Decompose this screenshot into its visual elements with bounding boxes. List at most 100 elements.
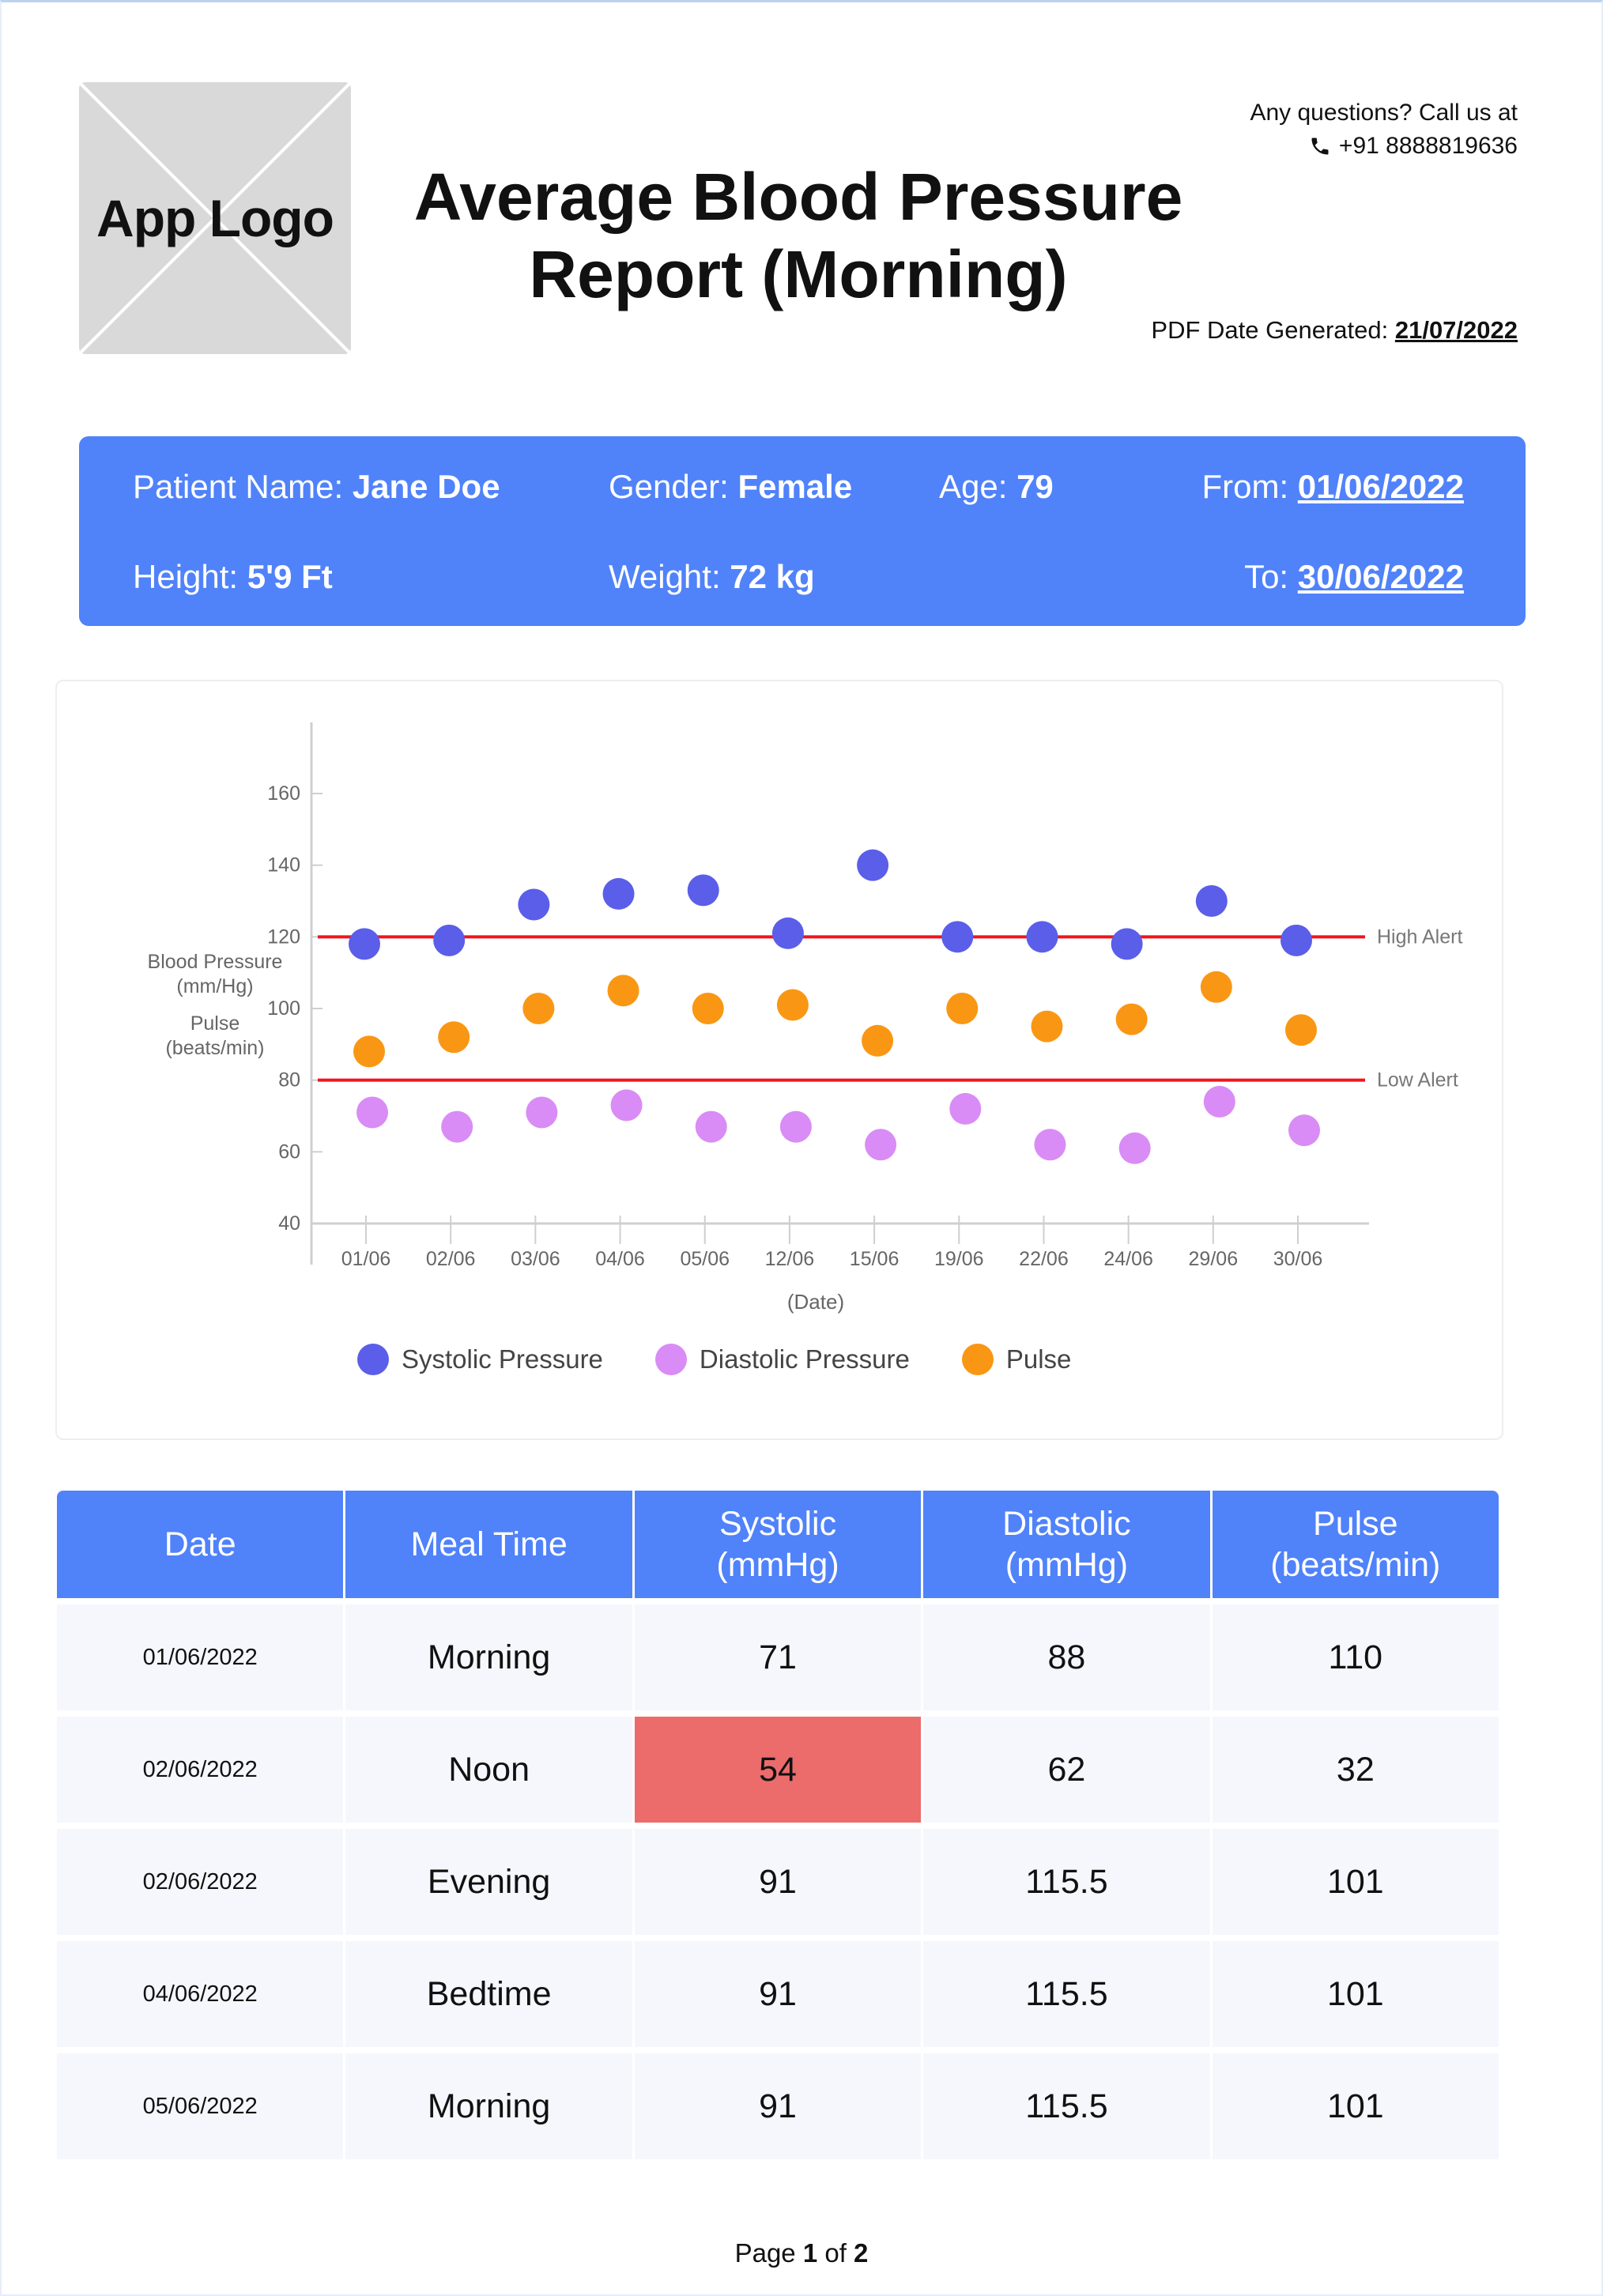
page-of: of <box>817 2238 854 2268</box>
data-point-pulse <box>1285 1014 1317 1046</box>
table-cell-diastolic: 115.5 <box>923 1829 1213 1935</box>
page-total: 2 <box>854 2238 869 2268</box>
chart-canvas: 40 60 80 100 120 140 160 01/06 02/06 03/06 04/06 05… <box>267 722 1462 1314</box>
pdf-date-label: PDF Date Generated: <box>1151 316 1395 344</box>
patient-gender: Gender: Female <box>609 468 852 506</box>
x-tick-label: 29/06 <box>1189 1248 1239 1270</box>
logo-placeholder-icon <box>79 82 351 354</box>
patient-weight-label: Weight: <box>609 558 730 595</box>
table-cell-meal: Bedtime <box>345 1941 635 2047</box>
data-point-pulse <box>1115 1003 1148 1035</box>
chart-y-axis-label: Blood Pressure (mm/Hg) Pulse (beats/min) <box>81 950 349 1061</box>
y-tick-label: 80 <box>278 1069 300 1091</box>
page-current: 1 <box>802 2238 818 2268</box>
data-point-systolic-pressure <box>433 924 466 956</box>
legend-item-diastolic: Diastolic Pressure <box>654 1344 910 1375</box>
table-cell-systolic: 71 <box>635 1604 924 1710</box>
table-header-line: Pulse <box>1313 1505 1398 1543</box>
y-tick-label: 120 <box>267 926 300 948</box>
title-line-2: Report (Morning) <box>529 237 1068 311</box>
table-header-cell: Pulse (beats/min) <box>1213 1491 1499 1598</box>
table-header-text: Pulse (beats/min) <box>1270 1503 1440 1585</box>
legend-dot-diastolic <box>654 1344 687 1375</box>
app-logo: App Logo <box>79 82 351 354</box>
contact-phone-number[interactable]: +91 8888819636 <box>1338 133 1518 159</box>
data-point-pulse <box>862 1024 894 1057</box>
legend-label-systolic: Systolic Pressure <box>402 1344 603 1374</box>
table-cell-pulse: 110 <box>1328 1638 1383 1676</box>
readings-table: Date Meal Time Systolic (mmHg) Diastolic (mmH… <box>57 1491 1499 2159</box>
table-header-line: Meal Time <box>410 1525 568 1563</box>
patient-age-value: 79 <box>1016 468 1054 505</box>
table-header-line: Diastolic <box>1002 1505 1131 1543</box>
blood-pressure-chart: 40 60 80 100 120 140 160 01/06 02/06 03/06 04/06 05… <box>55 680 1503 1440</box>
x-tick-label: 24/06 <box>1103 1248 1153 1270</box>
table-header-line: (beats/min) <box>1270 1546 1441 1584</box>
contact-phone-row: +91 8888819636 <box>1250 130 1518 163</box>
patient-info-band: Patient Name: Jane Doe Gender: Female Ag… <box>79 436 1526 626</box>
title-line-1: Average Blood Pressure <box>413 160 1183 234</box>
table-cell-pulse: 101 <box>1326 1974 1384 2013</box>
data-point-diastolic-pressure <box>526 1096 558 1129</box>
data-point-systolic-pressure <box>518 888 550 921</box>
patient-height-value: 5'9 Ft <box>247 558 333 595</box>
table-cell-diastolic: 62 <box>923 1717 1213 1823</box>
contact-line: Any questions? Call us at <box>1250 100 1518 126</box>
data-point-diastolic-pressure <box>949 1092 982 1125</box>
pdf-date-value: 21/07/2022 <box>1394 316 1518 344</box>
legend-label-diastolic: Diastolic Pressure <box>699 1344 910 1374</box>
patient-weight-value: 72 kg <box>730 558 815 595</box>
data-point-pulse <box>353 1035 385 1068</box>
table-cell-date: 04/06/2022 <box>57 1941 346 2047</box>
table-header-cell: Meal Time <box>345 1491 635 1598</box>
data-point-systolic-pressure <box>349 928 380 960</box>
data-point-diastolic-pressure <box>610 1089 643 1122</box>
y-tick-label: 40 <box>278 1212 300 1235</box>
table-row: 02/06/2022 Evening 91 115.5 101 <box>57 1829 1499 1935</box>
table-cell-pulse: 101 <box>1326 2087 1384 2125</box>
table-header-row: Date Meal Time Systolic (mmHg) Diastolic (mmH… <box>57 1491 1499 1598</box>
table-cell-date: 05/06/2022 <box>57 2053 346 2159</box>
data-point-pulse <box>692 993 724 1024</box>
table-header-text: Diastolic (mmHg) <box>1002 1503 1131 1585</box>
logo-text: App Logo <box>96 189 334 247</box>
table-cell-systolic: 91 <box>635 1829 924 1935</box>
data-point-systolic-pressure <box>1281 924 1312 956</box>
x-tick-label: 03/06 <box>511 1248 560 1270</box>
x-axis-label: (Date) <box>787 1290 844 1314</box>
y-label-line: (beats/min) <box>165 1037 265 1059</box>
table-header-text: Systolic (mmHg) <box>716 1503 839 1585</box>
table-row: 05/06/2022 Morning 91 115.5 101 <box>57 2053 1499 2159</box>
patient-age: Age: 79 <box>939 468 1054 506</box>
data-point-systolic-pressure <box>602 877 635 910</box>
table-cell-diastolic: 115.5 <box>923 2053 1213 2159</box>
data-point-systolic-pressure <box>941 921 974 953</box>
patient-name-value: Jane Doe <box>352 468 500 505</box>
x-tick-label: 05/06 <box>680 1248 730 1270</box>
legend-dot-systolic <box>357 1344 389 1375</box>
data-point-pulse <box>522 993 555 1024</box>
to-label: To: <box>1244 558 1298 595</box>
x-tick-label: 04/06 <box>595 1248 645 1270</box>
data-point-pulse <box>946 993 979 1024</box>
x-tick-label: 01/06 <box>341 1248 391 1270</box>
x-tick-label: 02/06 <box>426 1248 476 1270</box>
table-header-cell: Systolic (mmHg) <box>635 1491 924 1598</box>
data-point-diastolic-pressure <box>441 1110 473 1143</box>
data-point-diastolic-pressure <box>1034 1129 1066 1161</box>
data-point-systolic-pressure <box>1026 921 1058 953</box>
legend-item-pulse: Pulse <box>961 1344 1071 1375</box>
table-header-cell: Diastolic (mmHg) <box>923 1491 1213 1598</box>
table-cell-meal: Evening <box>345 1829 635 1935</box>
y-label-line: Pulse <box>190 1012 240 1035</box>
y-tick-label: 160 <box>267 782 300 805</box>
from-label: From: <box>1201 468 1298 505</box>
x-tick-label: 12/06 <box>765 1248 815 1270</box>
pdf-date-generated: PDF Date Generated: 21/07/2022 <box>1151 316 1518 345</box>
patient-height-label: Height: <box>133 558 247 595</box>
y-label-line: Blood Pressure <box>147 951 283 973</box>
table-header-line: Date <box>164 1525 236 1563</box>
table-header-cell: Date <box>57 1491 346 1598</box>
data-point-systolic-pressure <box>687 874 719 907</box>
patient-gender-value: Female <box>737 468 853 505</box>
